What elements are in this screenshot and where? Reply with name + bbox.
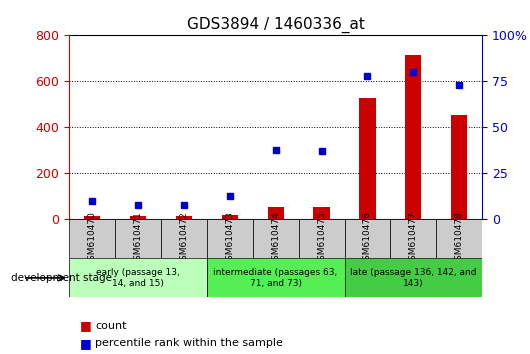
Bar xyxy=(253,219,298,258)
Bar xyxy=(391,219,436,258)
Bar xyxy=(130,216,146,219)
Bar xyxy=(222,215,237,219)
Bar xyxy=(359,97,375,219)
Bar xyxy=(161,219,207,258)
Text: GSM610472: GSM610472 xyxy=(179,212,188,266)
Text: GSM610474: GSM610474 xyxy=(271,212,280,266)
Bar xyxy=(268,207,284,219)
Bar xyxy=(207,219,253,258)
Text: GSM610477: GSM610477 xyxy=(409,211,418,267)
Title: GDS3894 / 1460336_at: GDS3894 / 1460336_at xyxy=(187,16,365,33)
Bar xyxy=(84,216,100,219)
Text: ■: ■ xyxy=(80,337,91,350)
Bar xyxy=(207,258,344,297)
Bar xyxy=(405,55,421,219)
Bar xyxy=(452,115,467,219)
Text: ■: ■ xyxy=(80,319,91,332)
Bar xyxy=(314,207,330,219)
Text: intermediate (passages 63,
71, and 73): intermediate (passages 63, 71, and 73) xyxy=(214,268,338,288)
Bar xyxy=(69,219,115,258)
Bar xyxy=(69,258,207,297)
Text: development stage: development stage xyxy=(11,273,112,283)
Text: GSM610475: GSM610475 xyxy=(317,211,326,267)
Bar xyxy=(298,219,344,258)
Text: early (passage 13,
14, and 15): early (passage 13, 14, and 15) xyxy=(96,268,180,288)
Bar xyxy=(436,219,482,258)
Text: GSM610476: GSM610476 xyxy=(363,211,372,267)
Bar xyxy=(344,258,482,297)
Text: GSM610478: GSM610478 xyxy=(455,211,464,267)
Text: GSM610470: GSM610470 xyxy=(87,211,96,267)
Text: percentile rank within the sample: percentile rank within the sample xyxy=(95,338,283,348)
Text: count: count xyxy=(95,321,127,331)
Bar xyxy=(344,219,391,258)
Text: GSM610471: GSM610471 xyxy=(134,211,142,267)
Bar xyxy=(115,219,161,258)
Text: GSM610473: GSM610473 xyxy=(225,211,234,267)
Bar xyxy=(176,216,192,219)
Text: late (passage 136, 142, and
143): late (passage 136, 142, and 143) xyxy=(350,268,476,288)
